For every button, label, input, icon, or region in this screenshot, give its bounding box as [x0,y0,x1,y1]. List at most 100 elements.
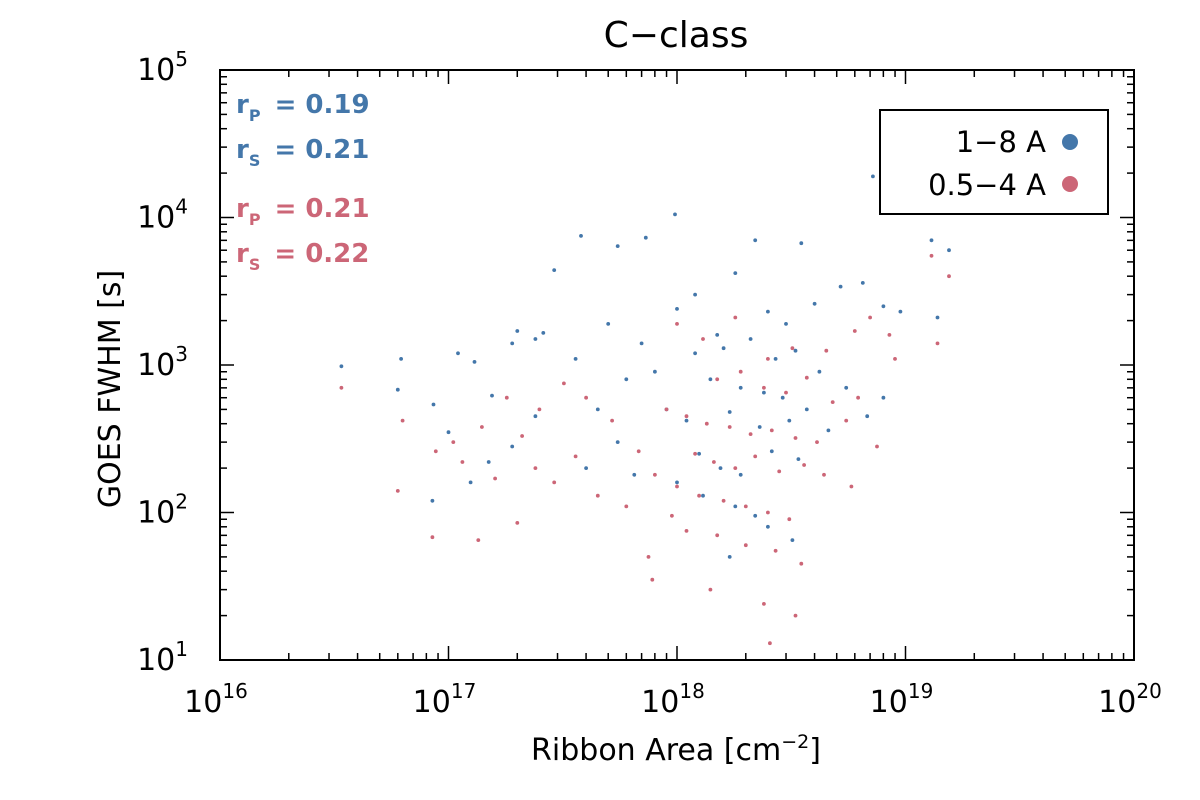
point-s0-35 [639,341,644,346]
point-s1-25 [701,337,705,341]
point-s0-79 [632,472,637,477]
point-s1-39 [664,407,669,412]
point-s0-3 [430,498,435,503]
point-s0-73 [533,414,538,419]
point-s1-12 [624,504,629,509]
point-s0-18 [799,241,804,246]
point-s1-63 [684,529,689,533]
point-s1-31 [868,315,872,320]
point-s0-55 [757,425,762,429]
point-s0-10 [533,337,538,341]
point-s0-13 [579,234,583,238]
point-s0-30 [812,301,817,306]
point-s0-21 [947,248,951,253]
point-s1-30 [852,329,857,333]
point-s0-60 [697,451,701,456]
point-s1-33 [738,369,743,374]
point-s0-78 [615,440,620,444]
point-s0-70 [766,524,770,529]
point-s0-22 [935,315,940,320]
stat-value: = 0.21 [275,194,370,224]
point-s0-12 [552,268,557,272]
point-s1-18 [793,613,798,618]
point-s1-41 [704,421,709,426]
y-tick-label: 105 [137,47,188,88]
point-s1-64 [715,533,720,538]
point-s0-37 [606,322,611,326]
point-s1-23 [887,333,892,337]
point-s1-11 [595,493,600,498]
point-s0-75 [486,460,491,464]
stat-value: = 0.22 [274,239,369,269]
y-tick-label: 104 [137,195,188,236]
point-s0-40 [693,351,697,356]
stat-subscript: P [249,106,261,125]
point-s0-28 [766,309,770,314]
point-s0-54 [727,410,732,414]
point-s0-53 [684,418,689,423]
y-tick-label-base: 10 [137,496,175,531]
point-s1-49 [693,451,697,456]
point-s1-10 [573,454,578,459]
stat-value: = 0.19 [275,90,370,120]
point-s1-59 [721,498,726,503]
point-s1-32 [715,377,720,382]
point-s0-2 [395,387,400,392]
point-s1-24 [675,322,679,326]
y-tick-label-base: 10 [137,53,175,88]
point-s0-63 [769,449,774,454]
point-s1-73 [562,381,566,386]
point-s1-70 [636,449,641,454]
point-s1-77 [460,460,465,464]
point-s0-23 [898,309,903,314]
point-s1-14 [650,577,655,582]
point-s1-47 [844,418,849,423]
y-tick-label: 103 [137,342,188,383]
point-s0-16 [673,212,677,217]
point-s1-4 [451,440,456,444]
point-s1-48 [875,444,879,449]
point-s1-37 [830,400,835,404]
point-s1-6 [493,476,497,481]
point-s1-69 [653,472,657,477]
point-s1-7 [515,521,520,525]
point-s0-50 [780,395,785,400]
point-s1-61 [766,510,770,515]
y-tick-label: 101 [137,637,188,678]
point-s0-72 [510,444,515,449]
x-tick-label-base: 10 [870,685,908,720]
legend-box [879,109,1109,215]
point-s1-55 [822,472,826,477]
point-s0-45 [817,369,822,374]
point-s0-69 [727,555,732,559]
point-s1-29 [824,348,829,353]
point-s0-6 [472,360,477,364]
x-tick-label-exp: 20 [1136,679,1161,703]
point-s0-20 [929,238,934,243]
point-s0-48 [738,385,743,390]
x-tick-label: 1016 [184,679,248,720]
y-tick-label-exp: 4 [175,195,188,219]
stat-value: = 0.21 [274,135,369,165]
point-s0-62 [738,472,743,477]
point-s1-71 [610,418,614,423]
x-tick-label-base: 10 [413,685,451,720]
point-s1-26 [733,315,738,320]
point-s1-78 [433,449,438,454]
stat-line-1: rS = 0.21 [236,135,369,170]
legend-marker-0.5-4 [1062,176,1078,192]
point-s0-42 [748,337,753,341]
point-s0-76 [446,430,451,435]
stat-line-2: rP = 0.21 [236,194,370,229]
y-tick-label-base: 10 [137,643,175,678]
point-s1-52 [753,454,758,459]
point-s1-15 [708,587,713,592]
point-s1-19 [929,253,934,258]
point-s1-36 [804,375,809,380]
point-s1-9 [552,480,557,485]
point-s0-15 [643,235,648,240]
x-axis-label-close: ] [809,733,821,768]
